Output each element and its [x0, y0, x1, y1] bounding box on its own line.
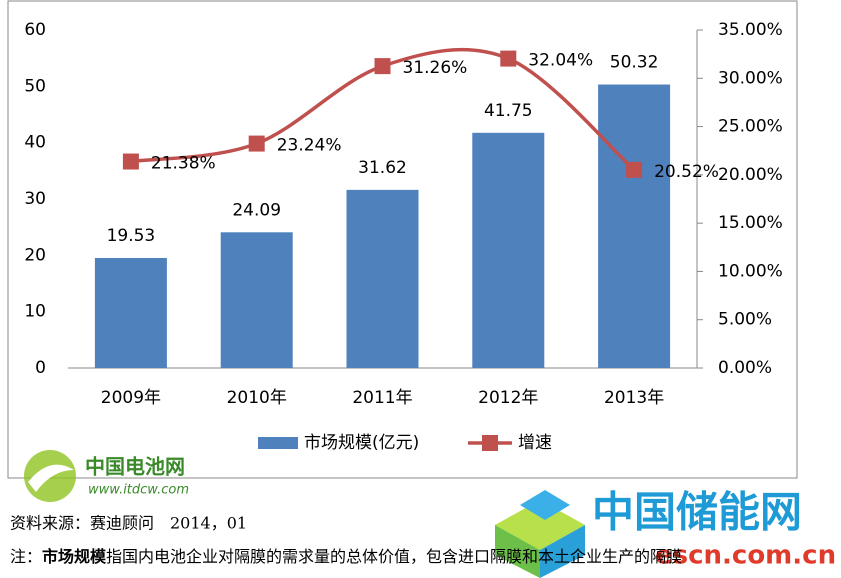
x-tick-label: 2012年	[478, 388, 538, 408]
legend-swatch	[258, 437, 298, 449]
bar-value-label: 31.62	[358, 158, 407, 178]
y2-tick-label: 35.00%	[718, 20, 783, 40]
line-value-label: 20.52%	[654, 162, 719, 182]
line-marker	[122, 153, 139, 170]
logo-left-name: 中国电池网	[85, 455, 185, 479]
bar	[220, 232, 293, 368]
x-tick-label: 2011年	[352, 388, 412, 408]
y-tick-label: 60	[24, 20, 46, 40]
logo-right-url: escn.com.cn	[655, 541, 836, 571]
bar	[598, 84, 671, 368]
bar-value-label: 24.09	[232, 200, 281, 220]
note-prefix: 注：	[10, 547, 42, 566]
line-marker	[374, 58, 391, 75]
y2-tick-label: 30.00%	[718, 68, 783, 88]
note-text: 指国内电池企业对隔膜的需求量的总体价值，包含进口隔膜和本土企业生产的隔膜	[106, 547, 682, 566]
note: 注：市场规模指国内电池企业对隔膜的需求量的总体价值，包含进口隔膜和本土企业生产的…	[10, 547, 682, 566]
x-tick-label: 2013年	[604, 388, 664, 408]
y2-tick-label: 0.00%	[718, 358, 772, 378]
line-marker	[248, 135, 265, 152]
x-tick-label: 2009年	[101, 388, 161, 408]
bar	[472, 132, 545, 368]
source: 资料来源：赛迪顾问 2014，01	[10, 514, 247, 533]
logo-right: 中国储能网 escn.com.cn	[495, 488, 836, 578]
note-term: 市场规模	[42, 547, 107, 566]
y-tick-label: 40	[24, 133, 46, 153]
legend-swatch	[482, 435, 498, 451]
y2-tick-label: 20.00%	[718, 165, 783, 185]
logo-right-name: 中国储能网	[592, 488, 802, 537]
bar-value-label: 19.53	[107, 226, 156, 246]
logo-left-url: www.itdcw.com	[88, 483, 189, 498]
line-marker	[626, 161, 643, 178]
y-tick-label: 30	[24, 189, 46, 209]
legend-label: 市场规模(亿元)	[304, 433, 419, 453]
y2-tick-label: 10.00%	[718, 261, 783, 281]
y-tick-label: 0	[35, 358, 46, 378]
line-value-label: 32.04%	[528, 51, 593, 71]
y2-tick-label: 5.00%	[718, 310, 772, 330]
bar-value-label: 41.75	[484, 101, 533, 121]
line-value-label: 21.38%	[151, 154, 216, 174]
y-tick-label: 10	[24, 302, 46, 322]
bar	[94, 257, 167, 368]
bar	[346, 189, 419, 368]
y2-tick-label: 15.00%	[718, 213, 783, 233]
legend-label: 增速	[518, 433, 552, 453]
logo-left: 中国电池网 www.itdcw.com	[24, 450, 189, 502]
y2-tick-label: 25.00%	[718, 117, 783, 137]
line-marker	[500, 50, 517, 67]
y-tick-label: 20	[24, 245, 46, 265]
bar-value-label: 50.32	[610, 53, 659, 73]
y-tick-label: 50	[24, 76, 46, 96]
line-value-label: 31.26%	[403, 58, 468, 78]
x-tick-label: 2010年	[227, 388, 287, 408]
line-value-label: 23.24%	[277, 136, 342, 156]
